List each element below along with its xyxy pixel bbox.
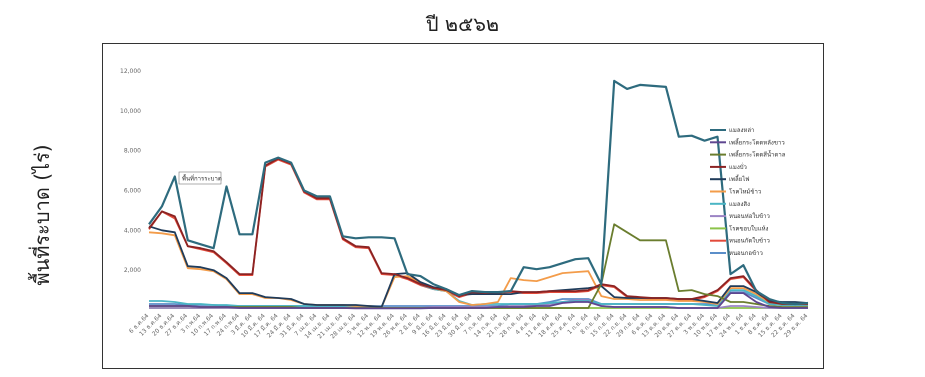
- legend-label: เพลี้ยกระโดดสีน้ำตาล: [729, 149, 786, 159]
- legend-label: แมงบั่ว: [729, 163, 747, 171]
- page-title: ปี ๒๕๖๒: [425, 12, 500, 36]
- y-axis-ticks: 2,000 4,000 6,000 8,000 10,000 12,000: [120, 68, 141, 274]
- legend-label: โรคไหม้ข้าว: [729, 188, 761, 196]
- series-line-9: [148, 158, 808, 306]
- series-line-1: [149, 292, 808, 310]
- y-tick-label: 2,000: [124, 267, 141, 274]
- y-tick-label: 6,000: [124, 187, 141, 194]
- y-tick-label: 12,000: [120, 68, 141, 75]
- series-line-0: [148, 79, 809, 306]
- series-lines: [148, 79, 809, 310]
- series-line-3: [148, 157, 808, 305]
- y-axis-title: พื้นที่ระบาด (ไร่): [30, 144, 54, 286]
- legend-label: เพลี้ยกระโดดหลังขาว: [729, 136, 785, 146]
- series-line-2: [149, 223, 808, 309]
- legend-label: หนอนกอข้าว: [729, 250, 763, 257]
- legend-label: แมลงสิง: [729, 201, 750, 208]
- legend-label: แมลงหล่า: [729, 127, 754, 134]
- annotation: พื้นที่การระบาด: [178, 171, 222, 185]
- annotation-box: [178, 171, 222, 185]
- legend-label: หนอนห่อใบข้าว: [729, 212, 770, 220]
- series-line-5: [148, 231, 808, 308]
- legend-label: โรคขอบใบแห้ง: [729, 224, 769, 232]
- series-line-4: [148, 225, 809, 308]
- y-tick-label: 8,000: [124, 148, 141, 155]
- legend-label: หนอนกัดใบข้าว: [729, 237, 770, 245]
- legend: แมลงหล่าเพลี้ยกระโดดหลังขาวเพลี้ยกระโดดส…: [710, 127, 786, 257]
- legend-label: เพลี้ยไฟ: [729, 173, 749, 183]
- y-tick-label: 10,000: [120, 108, 141, 115]
- annotation-text: พื้นที่การระบาด: [182, 173, 222, 183]
- chart-frame: 2,000 4,000 6,000 8,000 10,000 12,000 6 ธ.ค.6…: [102, 43, 824, 369]
- line-chart: 2,000 4,000 6,000 8,000 10,000 12,000 6 ธ.ค.6…: [120, 68, 810, 341]
- y-tick-label: 4,000: [124, 227, 141, 234]
